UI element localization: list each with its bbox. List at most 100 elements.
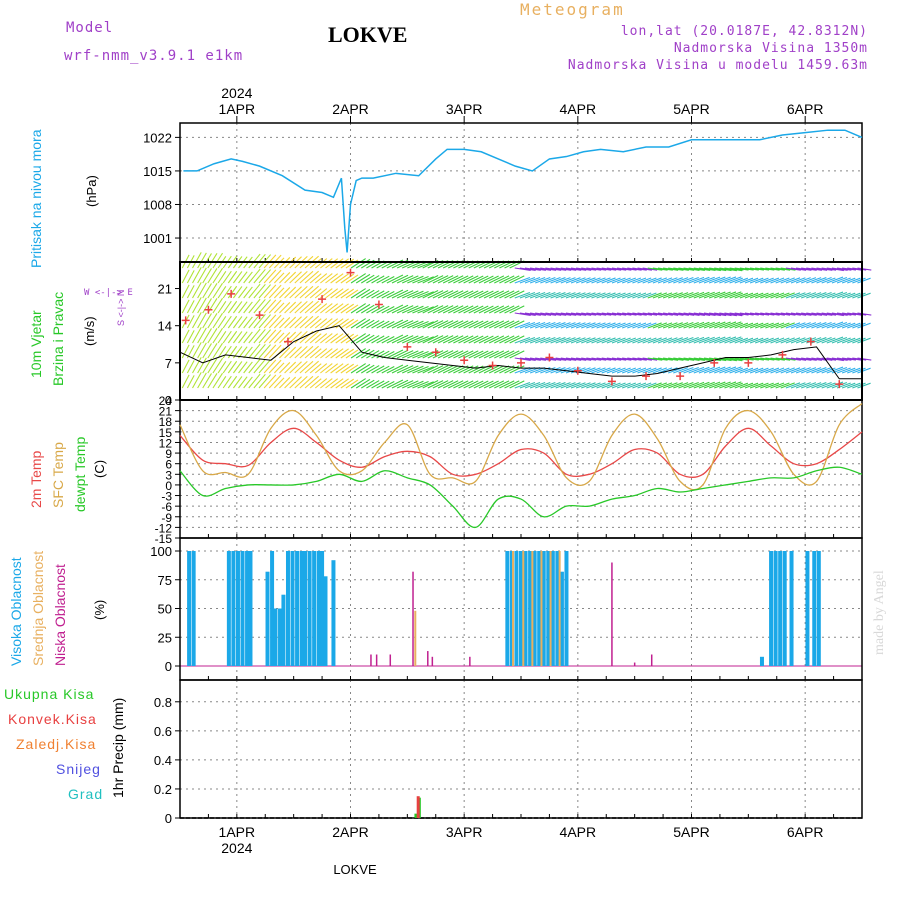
wind-barb bbox=[836, 277, 851, 284]
wind-barb bbox=[616, 322, 631, 329]
wind-barb bbox=[448, 335, 464, 344]
wind-barb bbox=[765, 292, 780, 299]
wind-barb bbox=[422, 275, 439, 284]
wind-barb bbox=[744, 382, 759, 389]
wind-barb bbox=[314, 348, 328, 359]
wind-barb bbox=[857, 312, 872, 316]
wind-barb bbox=[248, 328, 261, 344]
wind-barb bbox=[841, 337, 856, 344]
cloud-bar bbox=[312, 551, 317, 666]
wind-barb bbox=[263, 269, 277, 284]
wind-barb bbox=[780, 312, 796, 316]
wind-barb bbox=[181, 359, 190, 374]
wind-barb bbox=[836, 267, 852, 271]
wind-barb bbox=[355, 288, 371, 299]
wind-barb bbox=[754, 337, 769, 344]
y-tick-label: 7 bbox=[165, 356, 172, 371]
wind-barb bbox=[688, 291, 705, 299]
wind-barb bbox=[591, 367, 606, 374]
wind-barb bbox=[744, 277, 759, 284]
wind-barb bbox=[627, 337, 642, 344]
wind-barb bbox=[795, 382, 811, 389]
wind-barb bbox=[284, 301, 297, 314]
wind-barb bbox=[309, 318, 322, 329]
wind-barb bbox=[545, 357, 562, 361]
wind-barb bbox=[821, 277, 836, 284]
wind-barb bbox=[227, 375, 238, 389]
wind-barb bbox=[212, 252, 223, 269]
wind-barb bbox=[688, 321, 705, 329]
wind-barb bbox=[790, 337, 806, 344]
wind-barb bbox=[529, 321, 546, 329]
wind-barb bbox=[657, 322, 673, 329]
wind-barb bbox=[816, 276, 832, 284]
wind-barb bbox=[453, 305, 469, 314]
wind-barb bbox=[760, 292, 774, 299]
wind-barb bbox=[826, 381, 844, 389]
wind-barb bbox=[790, 322, 806, 329]
legend-hail: Grad bbox=[68, 786, 104, 802]
cloud-bar bbox=[532, 551, 537, 666]
wind-barb bbox=[826, 321, 844, 329]
wind-barb bbox=[678, 337, 694, 344]
wind-barb bbox=[217, 301, 227, 314]
wind-barb bbox=[529, 291, 546, 299]
wind-barb bbox=[361, 319, 375, 329]
wind-barb bbox=[304, 270, 319, 284]
wind-barb bbox=[816, 312, 833, 316]
wind-barb bbox=[217, 376, 227, 389]
wind-barb bbox=[273, 272, 285, 284]
wind-barb bbox=[227, 360, 238, 374]
wind-barb bbox=[463, 380, 479, 389]
wind-gust-marker bbox=[517, 358, 525, 367]
wind-barb bbox=[560, 322, 576, 329]
wind-barb bbox=[207, 297, 218, 314]
wind-barb bbox=[514, 291, 531, 299]
wind-barb bbox=[785, 312, 801, 316]
wind-barb bbox=[575, 322, 591, 329]
wind-barb bbox=[488, 320, 505, 329]
wind-barb bbox=[478, 380, 494, 389]
wind-barb bbox=[816, 336, 832, 344]
wind-barb bbox=[719, 276, 737, 284]
wind-barb bbox=[299, 345, 314, 359]
wind-barb bbox=[540, 336, 556, 344]
wind-barb bbox=[775, 357, 791, 361]
wind-barb bbox=[565, 267, 582, 271]
wind-barb bbox=[258, 344, 272, 359]
wind-barb bbox=[657, 292, 673, 299]
wind-barb bbox=[703, 381, 721, 389]
wind-barb bbox=[468, 305, 484, 314]
wind-barb bbox=[852, 382, 866, 389]
wind-barb bbox=[478, 275, 494, 284]
wind-barb bbox=[714, 312, 732, 317]
wind-barb bbox=[263, 284, 277, 299]
wind-barb bbox=[299, 270, 314, 284]
wind-barb bbox=[202, 253, 212, 269]
wind-barb bbox=[703, 276, 721, 284]
cloud-bar bbox=[431, 656, 434, 666]
year-bottom: 2024 bbox=[221, 840, 252, 856]
wind-barb bbox=[586, 322, 601, 329]
wind-barb bbox=[852, 277, 866, 284]
wind-vector-field bbox=[181, 252, 872, 389]
wind-barb bbox=[719, 366, 737, 374]
wind-barb bbox=[350, 288, 366, 299]
wind-barb bbox=[790, 357, 807, 361]
wind-barb bbox=[811, 267, 828, 271]
wind-barb bbox=[724, 357, 743, 362]
wind-barb bbox=[560, 367, 576, 374]
wind-barb bbox=[576, 357, 592, 361]
wind-barb bbox=[596, 337, 611, 344]
wind-barb bbox=[309, 273, 322, 284]
wind-barb bbox=[816, 267, 833, 271]
wind-barb bbox=[263, 329, 277, 344]
wind-barb bbox=[258, 284, 272, 299]
wind-barb bbox=[734, 292, 749, 299]
wind-barb bbox=[222, 315, 232, 329]
wind-barb bbox=[729, 337, 743, 344]
wind-barb bbox=[637, 322, 652, 329]
wind-barb bbox=[601, 277, 616, 284]
wind-barb bbox=[703, 366, 721, 374]
wind-barb bbox=[596, 292, 611, 299]
